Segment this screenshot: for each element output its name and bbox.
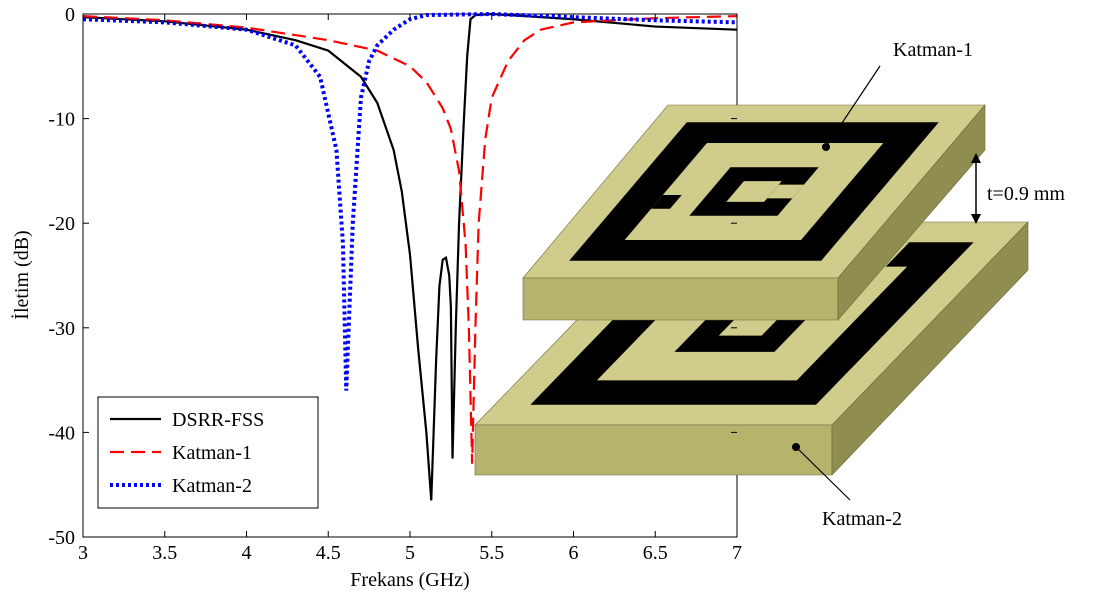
chart: Katman-1 t=0.9 mm Katman-2 3 3.5 4 4.5 5 5.5 6… xyxy=(0,0,1107,598)
y-tick-label: 0 xyxy=(65,4,75,26)
y-tick-label: -10 xyxy=(48,109,75,131)
legend: DSRR-FSS Katman-1 Katman-2 xyxy=(98,397,318,508)
x-tick-label: 6.5 xyxy=(643,542,668,564)
y-tick-label: -50 xyxy=(48,527,75,549)
slab-front xyxy=(523,278,838,320)
annotation: Katman-2 xyxy=(822,508,902,530)
y-tick-label: -20 xyxy=(48,213,75,235)
x-tick-label: 4.5 xyxy=(316,542,341,564)
x-tick-label: 5.5 xyxy=(479,542,504,564)
y-tick-label: -30 xyxy=(48,318,75,340)
annotation: t=0.9 mm xyxy=(987,183,1065,205)
x-tick-label: 6 xyxy=(569,542,579,564)
x-tick-label: 3 xyxy=(78,542,88,564)
x-tick-label: 7 xyxy=(732,542,742,564)
pointer-dot xyxy=(822,143,830,151)
y-axis-label: İletim (dB) xyxy=(10,230,33,319)
x-tick-label: 3.5 xyxy=(152,542,177,564)
y-tick-label: -40 xyxy=(48,422,75,444)
legend-label: Katman-2 xyxy=(172,475,252,497)
annotation: Katman-1 xyxy=(893,39,973,61)
x-tick-label: 4 xyxy=(242,542,252,564)
legend-label: DSRR-FSS xyxy=(172,409,264,431)
x-axis-label: Frekans (GHz) xyxy=(350,569,469,591)
pointer-dot xyxy=(792,443,800,451)
legend-label: Katman-1 xyxy=(172,442,252,464)
slab-front xyxy=(475,425,832,475)
x-tick-label: 5 xyxy=(405,542,415,564)
